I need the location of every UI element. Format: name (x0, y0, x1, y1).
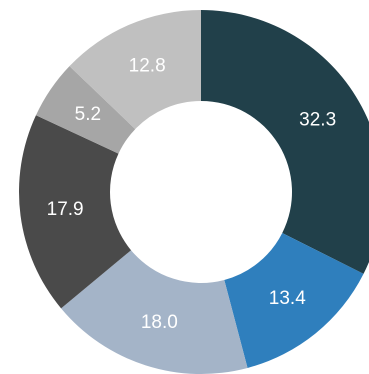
donut-slice-4 (35, 66, 136, 154)
donut-slice-3 (18, 115, 132, 309)
slice-label-2: 18.0 (141, 312, 178, 333)
donut-slice-0 (201, 10, 369, 274)
slice-label-0: 32.3 (299, 110, 336, 131)
slices-group (18, 10, 369, 374)
donut-slice-5 (69, 10, 202, 130)
slice-label-3: 17.9 (47, 199, 84, 220)
labels-group: 32.3 13.4 18.0 17.9 5.2 12.8 (47, 56, 336, 333)
slice-label-5: 12.8 (129, 56, 166, 77)
donut-slice-1 (224, 232, 364, 368)
donut-slice-2 (61, 250, 248, 374)
slice-label-4: 5.2 (75, 104, 101, 125)
slice-label-1: 13.4 (269, 288, 306, 309)
